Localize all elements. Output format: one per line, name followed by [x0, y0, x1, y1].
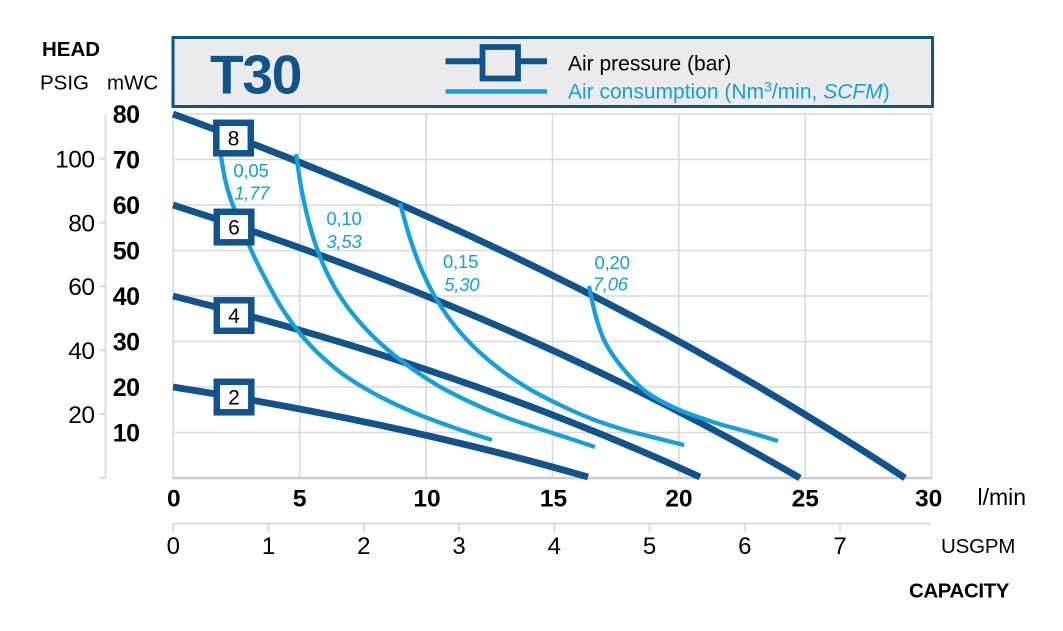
svg-text:Air consumption (Nm3/min, SCFM: Air consumption (Nm3/min, SCFM) [568, 78, 890, 103]
svg-text:25: 25 [792, 486, 819, 513]
svg-text:70: 70 [113, 147, 140, 175]
svg-text:HEAD: HEAD [42, 38, 100, 61]
svg-text:60: 60 [68, 274, 94, 301]
svg-text:30: 30 [915, 486, 942, 513]
svg-text:7: 7 [833, 533, 846, 560]
svg-text:2: 2 [228, 387, 240, 410]
svg-text:40: 40 [113, 283, 140, 311]
svg-text:5: 5 [643, 533, 656, 560]
svg-text:6: 6 [228, 217, 240, 240]
svg-text:80: 80 [113, 101, 140, 129]
svg-text:0,05: 0,05 [233, 160, 268, 181]
svg-text:0,20: 0,20 [595, 252, 630, 273]
svg-text:30: 30 [113, 329, 140, 357]
svg-text:8: 8 [228, 128, 240, 151]
svg-text:4: 4 [228, 305, 240, 328]
svg-text:5: 5 [293, 486, 307, 513]
svg-text:USGPM: USGPM [941, 535, 1015, 558]
svg-text:80: 80 [68, 210, 94, 237]
svg-text:6: 6 [738, 533, 751, 560]
svg-text:mWC: mWC [107, 72, 158, 95]
svg-text:2: 2 [357, 533, 370, 560]
svg-text:15: 15 [540, 486, 567, 513]
svg-text:l/min: l/min [978, 484, 1027, 510]
svg-text:4: 4 [548, 533, 561, 560]
svg-text:50: 50 [113, 238, 140, 266]
svg-text:T30: T30 [210, 44, 301, 106]
svg-text:0,10: 0,10 [326, 208, 361, 229]
svg-text:0,15: 0,15 [443, 251, 478, 272]
svg-text:10: 10 [113, 420, 140, 448]
svg-text:100: 100 [55, 146, 94, 173]
svg-text:3: 3 [452, 533, 465, 560]
svg-text:3,53: 3,53 [326, 231, 362, 252]
svg-text:Air pressure (bar): Air pressure (bar) [568, 53, 731, 76]
svg-text:1: 1 [262, 533, 275, 560]
svg-text:1,77: 1,77 [234, 183, 270, 204]
svg-text:CAPACITY: CAPACITY [909, 580, 1010, 603]
svg-text:20: 20 [113, 374, 140, 402]
svg-text:PSIG: PSIG [40, 72, 89, 95]
svg-text:0: 0 [167, 533, 180, 560]
svg-text:0: 0 [167, 486, 181, 513]
svg-text:20: 20 [68, 402, 94, 429]
svg-text:20: 20 [665, 486, 692, 513]
svg-text:10: 10 [413, 486, 440, 513]
svg-text:40: 40 [68, 338, 94, 365]
svg-text:60: 60 [113, 192, 140, 220]
svg-text:5,30: 5,30 [444, 274, 480, 295]
svg-text:7,06: 7,06 [593, 274, 629, 295]
